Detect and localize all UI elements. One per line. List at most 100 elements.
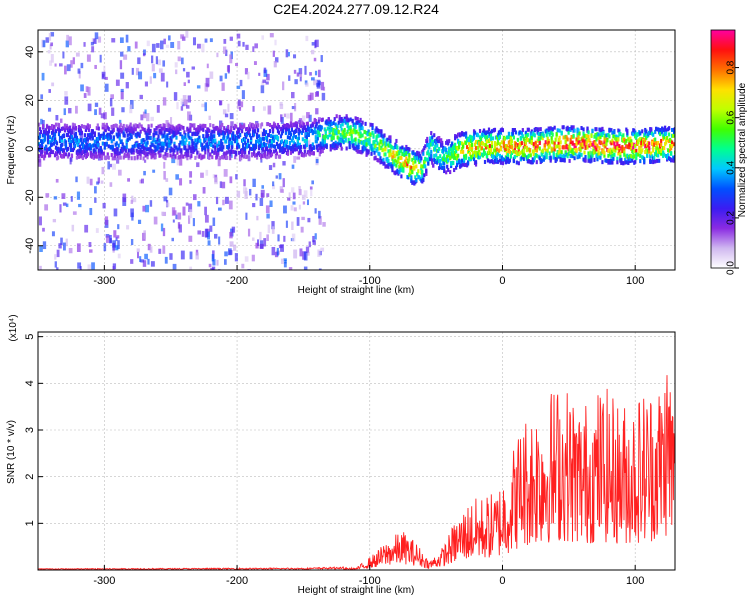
ridge-cell <box>169 153 172 158</box>
ridge-cell <box>231 133 234 138</box>
ridge-cell <box>464 155 468 160</box>
ridge-cell <box>541 149 544 154</box>
spectrogram-y-tick-label: -20 <box>24 189 36 205</box>
ridge-cell <box>229 137 232 142</box>
ridge-cell <box>448 149 451 154</box>
ridge-cell <box>126 133 129 138</box>
ridge-cell <box>48 146 52 151</box>
noise-speckle <box>219 181 223 188</box>
ridge-cell <box>354 141 357 146</box>
ridge-cell <box>317 130 320 135</box>
ridge-cell <box>177 127 180 132</box>
ridge-cell <box>501 128 505 133</box>
ridge-cell <box>45 147 49 152</box>
noise-speckle <box>260 131 263 140</box>
noise-speckle <box>78 70 81 79</box>
ridge-cell <box>478 151 482 156</box>
ridge-cell <box>40 145 44 150</box>
ridge-cell <box>650 159 653 164</box>
ridge-cell <box>425 171 428 176</box>
noise-speckle <box>131 195 134 203</box>
ridge-cell <box>567 151 570 156</box>
ridge-cell <box>404 159 407 164</box>
ridge-cell <box>238 150 241 155</box>
noise-speckle <box>42 40 46 48</box>
ridge-cell <box>340 127 343 132</box>
ridge-cell <box>472 157 476 162</box>
noise-speckle <box>63 108 66 116</box>
ridge-cell <box>583 133 586 138</box>
noise-speckle <box>122 128 125 135</box>
ridge-cell <box>483 134 487 139</box>
ridge-cell <box>358 127 361 132</box>
ridge-cell <box>412 161 415 166</box>
noise-speckle <box>293 156 297 163</box>
ridge-cell <box>223 135 226 140</box>
noise-speckle <box>75 105 78 114</box>
noise-speckle <box>237 40 241 47</box>
ridge-cell <box>361 120 364 125</box>
ridge-cell <box>335 131 338 136</box>
ridge-cell <box>356 117 359 122</box>
ridge-cell <box>275 151 279 156</box>
ridge-cell <box>525 135 528 140</box>
noise-speckle <box>52 218 57 223</box>
ridge-cell <box>253 153 257 158</box>
ridge-cell <box>310 147 313 152</box>
ridge-cell <box>50 138 54 143</box>
ridge-cell <box>118 125 121 130</box>
noise-speckle <box>272 162 276 168</box>
ridge-cell <box>130 147 133 152</box>
noise-speckle <box>296 156 301 160</box>
noise-speckle <box>305 35 309 42</box>
noise-speckle <box>234 253 238 262</box>
ridge-cell <box>326 126 329 131</box>
ridge-cell <box>198 135 201 140</box>
ridge-cell <box>153 128 156 133</box>
noise-speckle <box>65 238 68 247</box>
noise-speckle <box>192 218 195 227</box>
noise-speckle <box>205 77 210 87</box>
ridge-cell <box>671 140 674 145</box>
ridge-cell <box>409 169 412 174</box>
ridge-cell <box>392 150 395 155</box>
noise-speckle <box>187 79 190 84</box>
noise-speckle <box>218 120 223 130</box>
ridge-cell <box>587 130 590 135</box>
ridge-cell <box>50 142 54 147</box>
noise-speckle <box>192 37 197 46</box>
ridge-cell <box>610 141 613 146</box>
noise-speckle <box>109 182 113 187</box>
ridge-cell <box>571 140 574 145</box>
ridge-cell <box>459 141 462 146</box>
ridge-cell <box>59 146 63 151</box>
noise-speckle <box>269 33 274 38</box>
ridge-cell <box>610 128 613 133</box>
noise-speckle <box>260 85 265 94</box>
noise-speckle <box>146 40 150 47</box>
ridge-cell <box>566 125 569 130</box>
noise-speckle <box>71 224 75 232</box>
ridge-cell <box>372 147 375 152</box>
ridge-cell <box>134 127 137 132</box>
ridge-cell <box>512 158 515 163</box>
ridge-cell <box>607 148 610 153</box>
ridge-cell <box>191 123 194 128</box>
ridge-cell <box>552 151 555 156</box>
ridge-cell <box>311 142 314 147</box>
ridge-cell <box>466 160 470 165</box>
ridge-cell <box>53 153 57 158</box>
noise-speckle <box>61 193 66 200</box>
ridge-cell <box>570 135 573 140</box>
ridge-cell <box>134 123 137 128</box>
ridge-cell <box>207 148 210 153</box>
noise-speckle <box>311 180 314 185</box>
ridge-cell <box>423 173 426 178</box>
ridge-cell <box>669 143 672 148</box>
noise-speckle <box>293 249 298 259</box>
ridge-cell <box>142 156 145 161</box>
ridge-cell <box>303 145 306 150</box>
noise-speckle <box>267 140 271 145</box>
noise-speckle <box>116 235 120 239</box>
ridge-cell <box>235 124 238 129</box>
